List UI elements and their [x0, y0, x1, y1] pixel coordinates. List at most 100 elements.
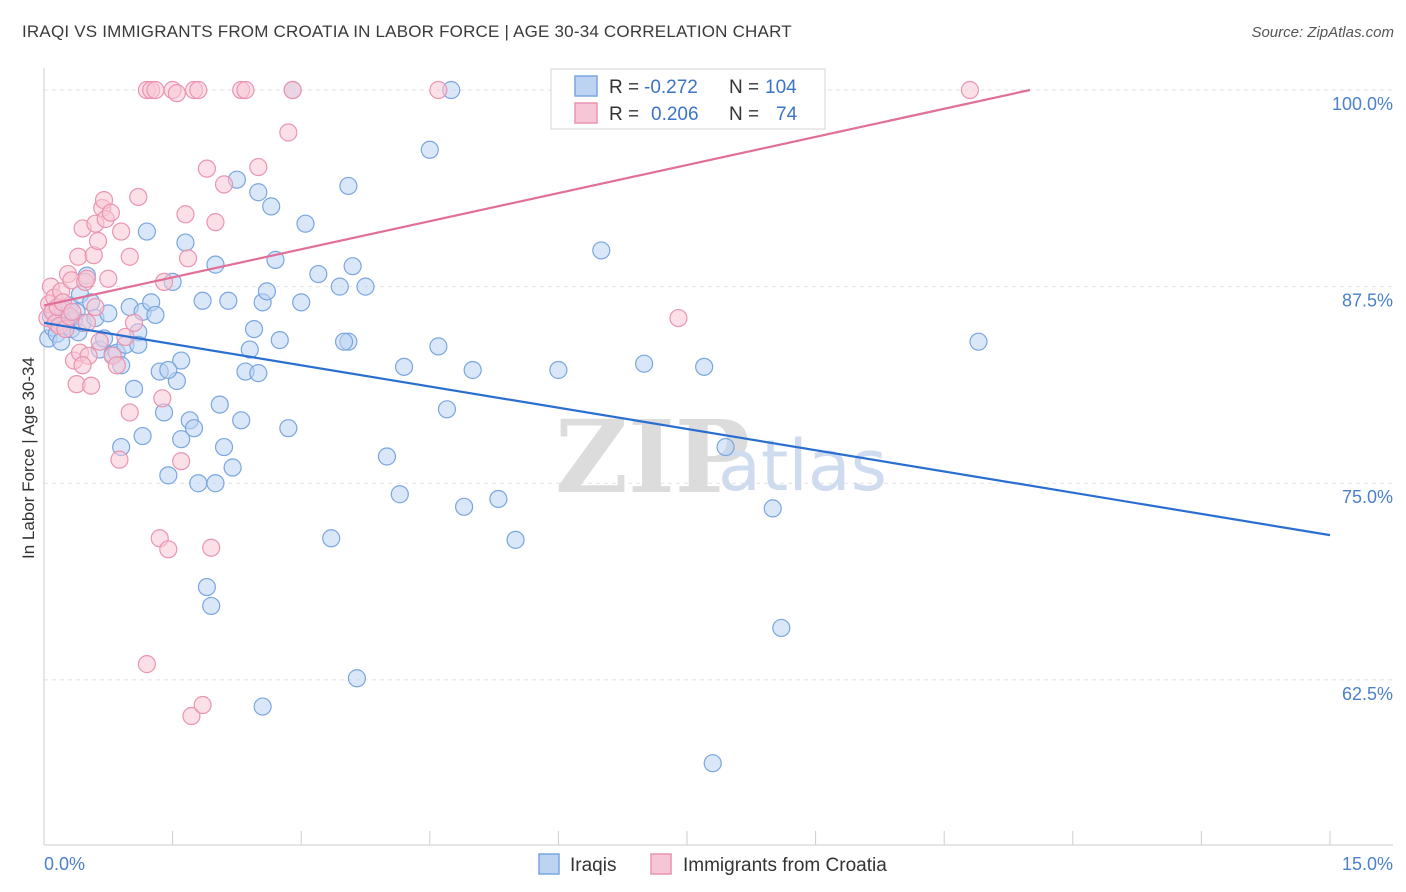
legend-r-value-croatia: 0.206: [651, 104, 699, 125]
point-croatia: [110, 450, 129, 469]
point-iraqis: [463, 360, 482, 380]
point-croatia: [167, 84, 186, 103]
point-croatia: [129, 187, 148, 207]
point-croatia: [193, 695, 212, 715]
point-iraqis: [969, 332, 988, 351]
point-croatia: [178, 249, 198, 268]
point-croatia: [176, 205, 195, 224]
point-iraqis: [454, 497, 474, 516]
point-iraqis: [262, 197, 281, 216]
point-iraqis: [296, 214, 315, 233]
point-iraqis: [635, 354, 654, 373]
point-croatia: [77, 269, 96, 288]
point-iraqis: [197, 577, 216, 597]
legend-r-value-iraqis: -0.272: [644, 77, 698, 98]
point-croatia: [112, 222, 131, 241]
legend-n-label-croatia: N =: [729, 104, 759, 125]
point-iraqis: [146, 305, 165, 325]
point-croatia: [146, 80, 165, 100]
chart-title: IRAQI VS IMMIGRANTS FROM CROATIA IN LABO…: [22, 22, 792, 41]
point-croatia: [101, 203, 120, 222]
point-croatia: [236, 80, 255, 100]
point-croatia: [86, 297, 105, 317]
axes: [43, 68, 1393, 846]
point-iraqis: [172, 351, 191, 370]
point-iraqis: [176, 233, 195, 252]
point-iraqis: [347, 669, 367, 688]
point-iraqis: [343, 257, 362, 276]
y-tick-label: 75.0%: [1342, 487, 1393, 507]
point-iraqis: [339, 176, 358, 196]
point-iraqis: [124, 379, 144, 398]
legend-r-label-croatia: R =: [609, 104, 639, 125]
point-iraqis: [772, 618, 791, 638]
point-croatia: [73, 356, 92, 375]
point-iraqis: [159, 466, 178, 485]
point-iraqis: [219, 291, 238, 310]
point-croatia: [206, 213, 225, 232]
bottom-legend-label-iraqis: Iraqis: [570, 855, 616, 876]
point-iraqis: [253, 697, 272, 716]
legend-r-label-iraqis: R =: [609, 77, 639, 98]
point-croatia: [153, 389, 172, 408]
point-iraqis: [193, 291, 212, 310]
legend-n-label-iraqis: N =: [729, 77, 759, 98]
watermark: ZIP atlas: [555, 398, 887, 516]
legend-swatch-iraqis: [574, 75, 598, 97]
point-croatia: [99, 269, 118, 288]
point-iraqis: [309, 264, 328, 284]
point-croatia: [137, 655, 156, 674]
point-iraqis: [159, 360, 178, 380]
point-croatia: [69, 247, 88, 266]
point-iraqis: [172, 430, 191, 449]
point-croatia: [202, 538, 221, 557]
point-croatia: [159, 540, 178, 559]
point-iraqis: [210, 395, 229, 414]
point-croatia: [172, 452, 191, 471]
point-iraqis: [322, 529, 341, 548]
chart-source: Source: ZipAtlas.com: [1251, 24, 1394, 41]
point-iraqis: [206, 255, 225, 274]
bottom-legend-swatch-croatia: [650, 853, 672, 875]
legend-swatch-croatia: [574, 102, 598, 124]
point-iraqis: [334, 332, 354, 351]
point-iraqis: [394, 357, 414, 376]
point-croatia: [249, 157, 268, 177]
point-iraqis: [716, 437, 735, 457]
point-croatia: [107, 356, 126, 375]
point-croatia: [669, 308, 688, 328]
trend-line-iraqis: [43, 321, 1331, 537]
point-croatia: [214, 175, 234, 194]
data-points: [38, 80, 988, 773]
point-iraqis: [249, 183, 268, 202]
point-iraqis: [257, 282, 277, 301]
grid-lines: [44, 89, 1393, 681]
y-axis-label: In Labor Force | Age 30-34: [19, 357, 38, 559]
y-tick-label: 100.0%: [1332, 94, 1393, 114]
trend-lines: [43, 88, 1331, 537]
point-iraqis: [232, 411, 251, 430]
point-iraqis: [202, 596, 221, 616]
point-iraqis: [244, 319, 264, 339]
point-iraqis: [240, 340, 259, 359]
point-iraqis: [763, 499, 782, 518]
point-iraqis: [137, 222, 156, 241]
point-croatia: [63, 302, 82, 321]
point-iraqis: [703, 754, 722, 773]
point-iraqis: [356, 277, 375, 296]
point-croatia: [82, 376, 101, 395]
trend-line-croatia: [43, 88, 1031, 307]
point-croatia: [77, 313, 96, 332]
y-tick-labels: 62.5% 75.0% 87.5% 100.0%: [1332, 94, 1393, 704]
point-iraqis: [377, 447, 397, 466]
point-iraqis: [249, 364, 268, 383]
x-tick-label-min: 0.0%: [44, 854, 85, 874]
watermark-zip: ZIP: [555, 398, 750, 516]
bottom-legend: Iraqis Immigrants from Croatia: [538, 853, 887, 876]
point-croatia: [197, 159, 216, 178]
x-tick-label-max: 15.0%: [1342, 854, 1393, 874]
point-iraqis: [592, 241, 611, 260]
point-croatia: [90, 332, 109, 351]
point-croatia: [154, 272, 174, 292]
